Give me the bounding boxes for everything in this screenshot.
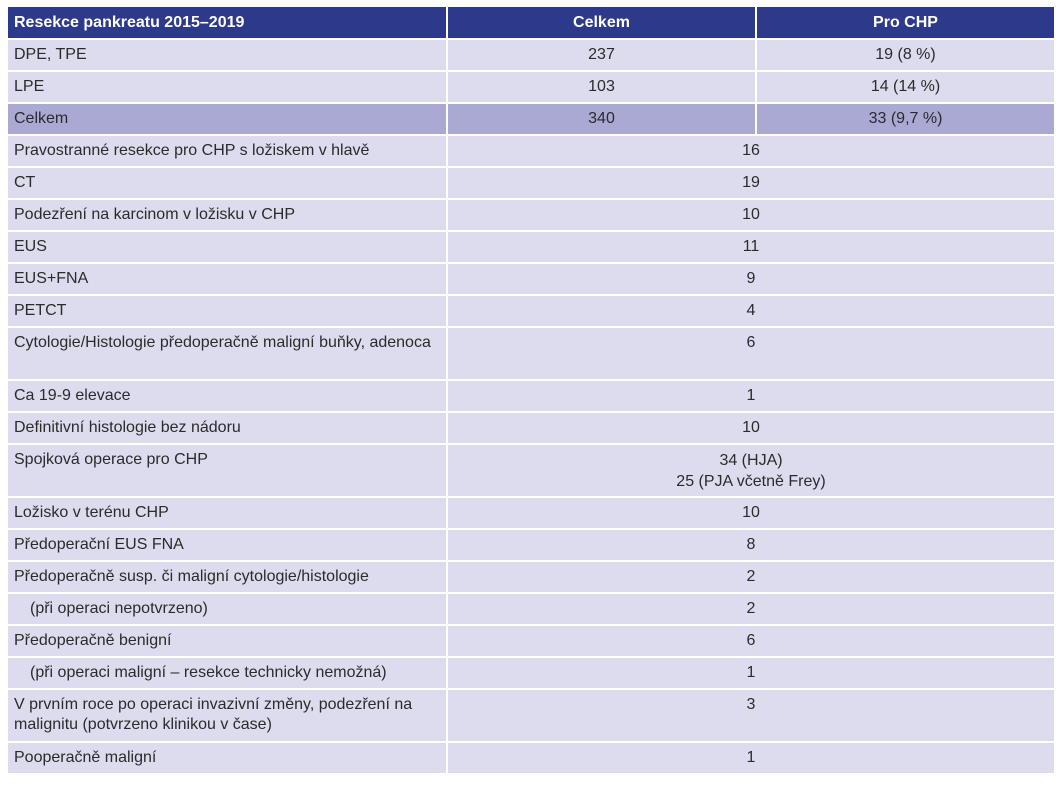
header-total: Celkem (448, 7, 755, 38)
cell-value: 1 (448, 743, 1054, 773)
table-row: LPE 103 14 (14 %) (8, 72, 1054, 102)
cell-chp: 14 (14 %) (757, 72, 1054, 102)
table-row: CT 19 (8, 168, 1054, 198)
table-row: (při operaci nepotvrzeno) 2 (8, 594, 1054, 624)
cell-value: 8 (448, 530, 1054, 560)
row-label: V prvním roce po operaci invazivní změny… (8, 690, 446, 741)
table-row: EUS 11 (8, 232, 1054, 262)
total-row: Celkem 340 33 (9,7 %) (8, 104, 1054, 134)
cell-total: 340 (448, 104, 755, 134)
cell-value: 16 (448, 136, 1054, 166)
cell-value: 10 (448, 413, 1054, 443)
cell-value: 3 (448, 690, 1054, 741)
row-label: Podezření na karcinom v ložisku v CHP (8, 200, 446, 230)
row-label: Ložisko v terénu CHP (8, 498, 446, 528)
table-row: Ložisko v terénu CHP 10 (8, 498, 1054, 528)
table-row: Spojková operace pro CHP 34 (HJA) 25 (PJ… (8, 445, 1054, 496)
header-chp: Pro CHP (757, 7, 1054, 38)
table-row: Předoperační EUS FNA 8 (8, 530, 1054, 560)
cell-value: 6 (448, 626, 1054, 656)
row-label: Předoperačně benigní (8, 626, 446, 656)
row-label: Pooperačně maligní (8, 743, 446, 773)
table-row: Definitivní histologie bez nádoru 10 (8, 413, 1054, 443)
table-row: Pooperačně maligní 1 (8, 743, 1054, 773)
table-row: Podezření na karcinom v ložisku v CHP 10 (8, 200, 1054, 230)
row-label: Pravostranné resekce pro CHP s ložiskem … (8, 136, 446, 166)
table-row: Cytologie/Histologie předoperačně malign… (8, 328, 1054, 379)
row-label: Předoperační EUS FNA (8, 530, 446, 560)
cell-value: 2 (448, 562, 1054, 592)
table-row: PETCT 4 (8, 296, 1054, 326)
table-row: Předoperačně susp. či maligní cytologie/… (8, 562, 1054, 592)
cell-value: 4 (448, 296, 1054, 326)
row-label: Definitivní histologie bez nádoru (8, 413, 446, 443)
row-label: LPE (8, 72, 446, 102)
table-row: V prvním roce po operaci invazivní změny… (8, 690, 1054, 741)
value-line-2: 25 (PJA včetně Frey) (676, 473, 826, 490)
cell-value: 2 (448, 594, 1054, 624)
table-row: DPE, TPE 237 19 (8 %) (8, 40, 1054, 70)
row-label: (při operaci nepotvrzeno) (8, 594, 446, 624)
table-row: Ca 19-9 elevace 1 (8, 381, 1054, 411)
cell-total: 103 (448, 72, 755, 102)
header-row: Resekce pankreatu 2015–2019 Celkem Pro C… (8, 7, 1054, 38)
table-row: Pravostranné resekce pro CHP s ložiskem … (8, 136, 1054, 166)
row-label: EUS+FNA (8, 264, 446, 294)
cell-value: 34 (HJA) 25 (PJA včetně Frey) (448, 445, 1054, 496)
row-label: Spojková operace pro CHP (8, 445, 446, 496)
cell-value: 6 (448, 328, 1054, 379)
table-row: (při operaci maligní – resekce technicky… (8, 658, 1054, 688)
cell-value: 1 (448, 381, 1054, 411)
table-row: EUS+FNA 9 (8, 264, 1054, 294)
row-label: PETCT (8, 296, 446, 326)
results-table: Resekce pankreatu 2015–2019 Celkem Pro C… (6, 5, 1056, 775)
row-label: Cytologie/Histologie předoperačně malign… (8, 328, 446, 379)
row-label: Celkem (8, 104, 446, 134)
cell-value: 1 (448, 658, 1054, 688)
row-label: Předoperačně susp. či maligní cytologie/… (8, 562, 446, 592)
cell-chp: 33 (9,7 %) (757, 104, 1054, 134)
cell-total: 237 (448, 40, 755, 70)
row-label: EUS (8, 232, 446, 262)
row-label: (při operaci maligní – resekce technicky… (8, 658, 446, 688)
cell-value: 10 (448, 200, 1054, 230)
cell-value: 9 (448, 264, 1054, 294)
value-line-1: 34 (HJA) (719, 452, 783, 469)
cell-value: 10 (448, 498, 1054, 528)
header-resection: Resekce pankreatu 2015–2019 (8, 7, 446, 38)
cell-value: 11 (448, 232, 1054, 262)
cell-value: 19 (448, 168, 1054, 198)
row-label: DPE, TPE (8, 40, 446, 70)
table-row: Předoperačně benigní 6 (8, 626, 1054, 656)
row-label: Ca 19-9 elevace (8, 381, 446, 411)
cell-chp: 19 (8 %) (757, 40, 1054, 70)
row-label: CT (8, 168, 446, 198)
